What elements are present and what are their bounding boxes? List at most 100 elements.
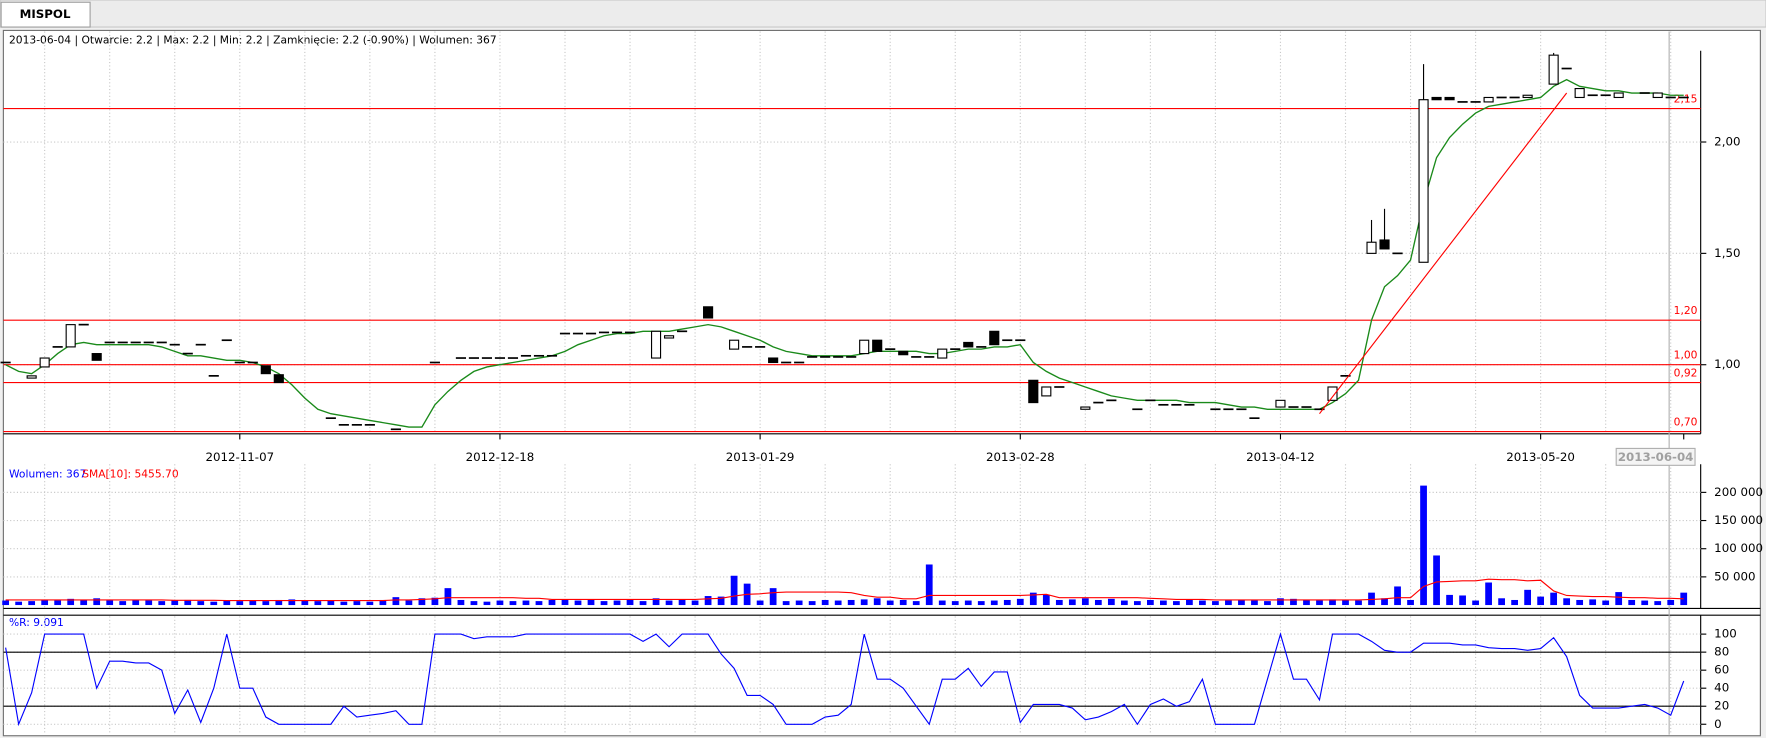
volume-bar [1055, 599, 1063, 606]
volume-bar [275, 599, 283, 606]
volume-bar [1355, 600, 1362, 606]
volume-bar [431, 597, 439, 606]
volume-bar [28, 601, 36, 606]
volume-bar [41, 599, 49, 606]
y-tick-label: 200 000 [1714, 485, 1763, 499]
volume-bar [67, 598, 75, 606]
volume-bar [600, 601, 608, 606]
volume-bar [1537, 596, 1545, 606]
y-tick-label: 80 [1714, 645, 1729, 659]
volume-bar [1654, 601, 1662, 606]
info-line: 2013-06-04 | Otwarcie: 2.2 | Max: 2.2 | … [9, 34, 497, 47]
candle-body [898, 350, 909, 356]
volume-bar [1068, 599, 1076, 606]
volume-bar [249, 600, 257, 606]
volume-bar [704, 596, 712, 606]
y-tick-label: 0 [1714, 717, 1722, 731]
volume-bar [457, 599, 465, 606]
x-tick-label: 2013-01-29 [726, 450, 795, 464]
volume-bar [353, 601, 361, 606]
volume-bar [470, 601, 478, 606]
volume-bar [1563, 598, 1571, 606]
volume-bar [1498, 598, 1505, 606]
volume-bar [717, 596, 725, 606]
y-tick-label: 40 [1714, 681, 1729, 695]
candle-body [768, 357, 779, 364]
volume-bar [548, 599, 556, 606]
volume-bar [145, 600, 153, 606]
x-tick-label: 2012-11-07 [205, 450, 274, 464]
volume-bar [1641, 600, 1649, 606]
candle-body [91, 353, 102, 361]
volume-bar [613, 600, 621, 606]
volume-bar [990, 600, 998, 606]
y-tick-label: 1,00 [1714, 357, 1740, 371]
volume-bar [678, 599, 686, 606]
level-label: 1,00 [1674, 349, 1698, 362]
candle-body [1366, 241, 1377, 254]
volume-bar [405, 600, 413, 606]
volume-bar [2, 600, 10, 606]
tab[interactable] [0, 1, 91, 28]
candle-body [963, 341, 974, 348]
volume-bar [795, 600, 803, 606]
volume-bar [119, 601, 127, 606]
x-tick-label: 2013-06-04 [1618, 450, 1694, 464]
volume-bar [1459, 595, 1466, 606]
volume-bar [509, 601, 517, 606]
volume-bar [340, 601, 348, 606]
volume-bar [1160, 600, 1167, 606]
candle-body [729, 339, 740, 350]
candle-body [1613, 92, 1624, 99]
volume-bar [1342, 599, 1349, 606]
volume-bar [691, 600, 699, 606]
volume-bar [184, 599, 192, 606]
volume-bar [1550, 592, 1558, 606]
volume-bar [587, 599, 595, 606]
volume-bar [821, 599, 829, 606]
volume-bar [574, 600, 582, 606]
volume-bar [782, 601, 790, 606]
volume-bar [639, 601, 647, 606]
sma-line [5, 78, 1684, 428]
candle-body [937, 348, 948, 359]
volume-bar [483, 601, 491, 606]
volume-bar [15, 601, 23, 606]
candle-body [65, 324, 76, 348]
candle-body [663, 335, 675, 339]
volume-bar [1199, 600, 1206, 606]
volume-bar [1329, 599, 1336, 606]
volume-bar [873, 598, 881, 606]
volume-bar [1042, 594, 1050, 606]
volume-bar [769, 588, 777, 606]
x-tick-label: 2013-05-20 [1506, 450, 1575, 464]
candle-body [1652, 92, 1663, 99]
volume-bar [1238, 599, 1245, 606]
tab-label[interactable]: MISPOL [20, 7, 71, 21]
volume-bar [886, 600, 894, 606]
volume-bar [210, 601, 218, 606]
level-label: 0,92 [1674, 367, 1698, 380]
volume-bar [1420, 485, 1427, 606]
candle-body [872, 339, 883, 352]
volume-bar [158, 601, 166, 606]
volume-bar [925, 564, 933, 606]
indicator-label: %R: 9.091 [9, 616, 64, 629]
volume-bar [1524, 589, 1532, 606]
level-label: 0,70 [1674, 416, 1698, 429]
legend-entry: Wolumen: 367 [9, 467, 86, 480]
volume-bar [1277, 598, 1284, 606]
volume-bar [262, 601, 270, 606]
level-label: 1,20 [1674, 304, 1698, 317]
y-tick-label: 100 000 [1714, 541, 1763, 555]
candle-body [1418, 99, 1429, 263]
candle-body [26, 375, 37, 379]
volume-bar [379, 599, 387, 606]
volume-bar [1290, 598, 1297, 606]
volume-bar [1394, 586, 1401, 606]
volume-bar [860, 599, 868, 606]
volume-bar [1251, 600, 1258, 606]
volume-bar [236, 601, 244, 606]
